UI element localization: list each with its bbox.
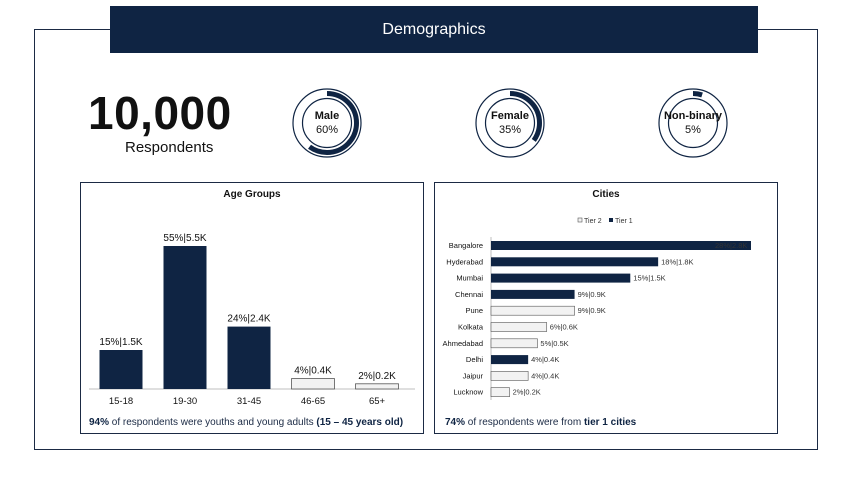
- age-caption-bold: (15 – 45 years old): [316, 417, 404, 428]
- legend-label-tier1: Tier 1: [615, 218, 633, 225]
- cities-chart-title: Cities: [592, 189, 620, 200]
- cities-caption: 74% of respondents were from tier 1 citi…: [445, 417, 636, 428]
- donut-ring: [658, 88, 728, 158]
- city-tick-label: Bangalore: [449, 241, 483, 250]
- city-tick-label: Kolkata: [458, 323, 484, 332]
- city-tick-label: Pune: [465, 306, 483, 315]
- age-data-label: 2%|0.2K: [358, 371, 396, 382]
- age-caption-pct: 94%: [89, 417, 110, 428]
- city-data-label: 6%|0.6K: [550, 323, 578, 332]
- age-tick-label: 65+: [369, 396, 386, 407]
- city-data-label: 18%|1.8K: [661, 257, 693, 266]
- gender-donut-male: Male 60%: [288, 84, 366, 162]
- age-groups-panel: Age Groups 15%|1.5K 15-18 55%|5.5K 19-30 24%…: [80, 182, 424, 434]
- city-bar: [490, 387, 510, 397]
- age-chart-title: Age Groups: [223, 189, 281, 200]
- city-tick-label: Hyderabad: [446, 257, 483, 266]
- legend-label-tier2: Tier 2: [584, 218, 602, 225]
- gender-percent: 35%: [498, 124, 522, 136]
- city-tick-label: Chennai: [455, 290, 483, 299]
- city-data-label: 9%|0.9K: [578, 290, 606, 299]
- age-data-label: 55%|5.5K: [163, 233, 207, 244]
- city-data-label: 15%|1.5K: [633, 274, 665, 283]
- age-bar: [163, 246, 207, 389]
- city-tick-label: Mumbai: [456, 274, 483, 283]
- respondent-label: Respondents: [125, 139, 214, 156]
- donut-arc: [295, 91, 359, 155]
- donut-ring: [475, 88, 545, 158]
- age-data-label: 4%|0.4K: [294, 366, 332, 377]
- legend-swatch-tier2: [577, 217, 583, 223]
- age-chart: 15%|1.5K 15-18 55%|5.5K 19-30 24%|2.4K 31-45 4…: [89, 233, 415, 407]
- age-bar: [355, 383, 399, 390]
- age-tick-label: 31-45: [237, 396, 261, 407]
- city-data-label: 4%|0.4K: [531, 355, 559, 364]
- gender-name: Non-binary: [663, 110, 723, 122]
- donut-ring: [292, 88, 362, 158]
- cities-caption-pct: 74%: [445, 417, 466, 428]
- respondent-count: 10,000: [88, 87, 232, 139]
- city-bar: [490, 371, 529, 381]
- age-caption-text: of respondents were youths and young adu…: [109, 417, 317, 428]
- gender-name: Male: [314, 110, 340, 122]
- city-bar: [491, 241, 751, 250]
- cities-panel: Cities Tier 2 Tier 1 Bangalore 28%|2.8K Hyde…: [434, 182, 778, 434]
- city-tick-label: Jaipur: [463, 371, 484, 380]
- age-caption: 94% of respondents were youths and young…: [89, 417, 403, 428]
- age-tick-label: 19-30: [173, 396, 197, 407]
- donut-arc: [478, 91, 542, 155]
- gender-percent: 60%: [315, 124, 339, 136]
- age-bar: [99, 350, 143, 389]
- age-tick-label: 46-65: [301, 396, 325, 407]
- city-bar: [490, 322, 548, 332]
- cities-caption-text: of respondents were from: [465, 417, 584, 428]
- gender-name: Female: [491, 110, 529, 122]
- age-data-label: 24%|2.4K: [227, 314, 271, 325]
- donut-arc: [661, 91, 725, 155]
- city-bar: [491, 257, 659, 267]
- city-tick-label: Ahmedabad: [443, 339, 483, 348]
- gender-percent: 5%: [685, 124, 701, 136]
- legend-swatch-tier1: [609, 218, 613, 222]
- age-tick-label: 15-18: [109, 396, 133, 407]
- city-tick-label: Lucknow: [453, 388, 483, 397]
- age-bar: [291, 378, 335, 390]
- cities-chart: Tier 2 Tier 1 Bangalore 28%|2.8K Hyderabad 18…: [443, 217, 751, 400]
- city-data-label: 2%|0.2K: [513, 388, 541, 397]
- gender-donut-female: Female 35%: [471, 84, 549, 162]
- gender-donut-nonbinary: Non-binary 5%: [654, 84, 732, 162]
- city-tick-label: Delhi: [466, 355, 483, 364]
- city-data-label: 9%|0.9K: [578, 306, 606, 315]
- city-bar: [491, 355, 529, 365]
- city-data-label: 28%|2.8K: [715, 241, 747, 250]
- page-title: Demographics: [110, 6, 758, 53]
- city-bar: [491, 289, 575, 299]
- city-data-label: 4%|0.4K: [531, 371, 559, 380]
- age-data-label: 15%|1.5K: [99, 337, 143, 348]
- city-bar: [491, 273, 631, 283]
- city-data-label: 5%|0.5K: [540, 339, 568, 348]
- cities-caption-bold: tier 1 cities: [583, 417, 637, 428]
- city-bar: [490, 305, 575, 316]
- age-bar: [227, 326, 271, 389]
- city-bar: [490, 338, 538, 349]
